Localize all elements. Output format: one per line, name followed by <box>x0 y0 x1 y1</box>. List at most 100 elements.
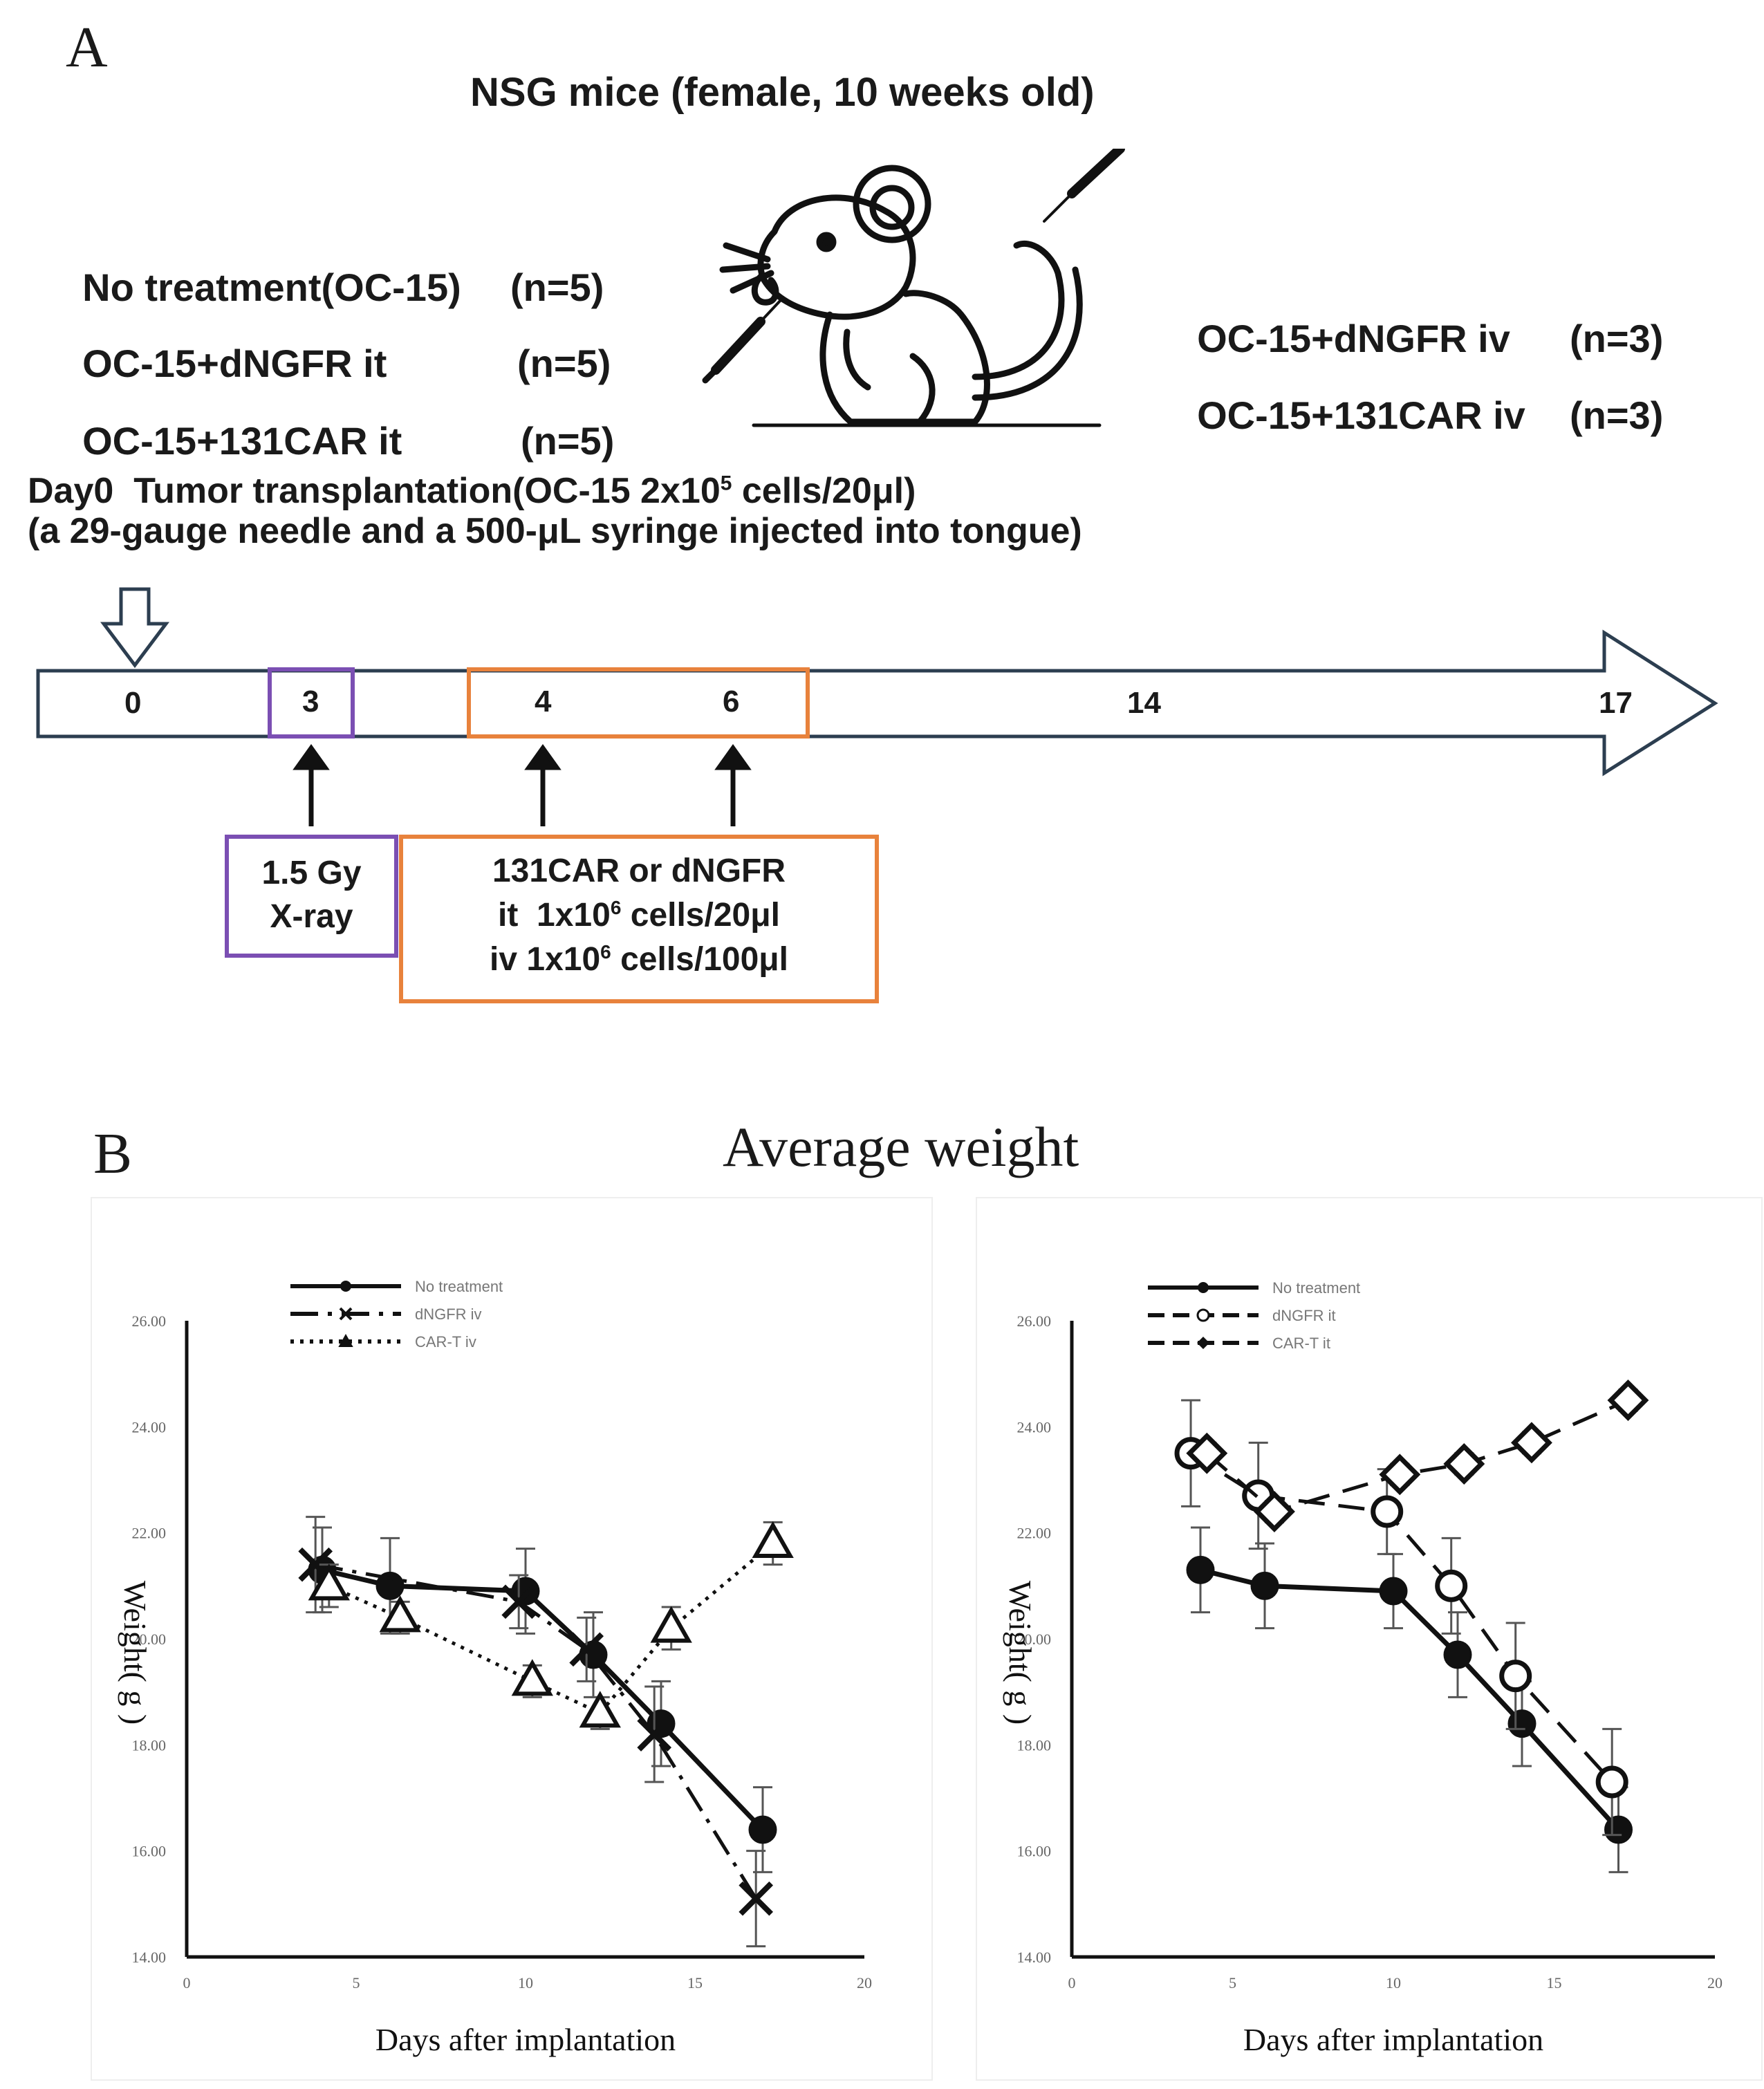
y-tick-label: 14.00 <box>132 1949 167 1966</box>
legend-label: CAR-T it <box>1272 1335 1330 1352</box>
group-n: (n=5) <box>510 266 604 309</box>
y-axis-title: Weight( g ) <box>1003 1581 1038 1725</box>
data-point <box>752 1521 794 1558</box>
treatment-box-line-1: 131CAR or dNGFR <box>492 853 786 889</box>
xray-box-line-1: 1.5 Gy <box>261 855 362 891</box>
transplant-arrow-icon <box>100 587 169 669</box>
group-name: OC-15+dNGFR it <box>82 342 387 385</box>
timeline-day-label: 14 <box>1127 686 1161 720</box>
legend-marker <box>1198 1282 1209 1293</box>
data-point <box>1443 1443 1485 1485</box>
y-tick-label: 20.00 <box>1017 1631 1052 1648</box>
y-axis-title: Weight( g ) <box>118 1581 153 1725</box>
y-tick-label: 20.00 <box>132 1631 167 1648</box>
legend-label: No treatment <box>1272 1279 1360 1297</box>
timeline-day-label: 17 <box>1599 686 1633 720</box>
y-tick-label: 24.00 <box>1017 1418 1052 1436</box>
legend-marker <box>339 1307 353 1321</box>
group-left-2: OC-15+dNGFR it (n=5) <box>61 296 611 386</box>
group-right-2: OC-15+131CAR iv (n=3) <box>1176 348 1663 438</box>
series-line <box>315 1563 758 1900</box>
y-tick-label: 16.00 <box>1017 1843 1052 1860</box>
day0-line-1-text: Day0 Tumor transplantation(OC-15 2x10 <box>28 471 721 511</box>
data-point <box>1250 1571 1279 1600</box>
group-n: (n=3) <box>1570 393 1664 437</box>
data-point <box>1435 1569 1468 1602</box>
group-n: (n=5) <box>521 419 615 463</box>
legend-marker <box>340 1281 351 1292</box>
y-tick-label: 14.00 <box>1017 1949 1052 1966</box>
y-tick-label: 18.00 <box>132 1736 167 1754</box>
treatment-day-box <box>467 667 810 739</box>
data-point <box>1499 1660 1532 1693</box>
data-point <box>1604 1815 1633 1844</box>
series-line <box>1205 1398 1629 1514</box>
timeline-arrow <box>36 629 1718 777</box>
group-name: OC-15+131CAR it <box>82 419 402 463</box>
y-tick-label: 22.00 <box>132 1525 167 1542</box>
treatment-it-exponent: 6 <box>610 897 622 918</box>
data-point <box>1186 1555 1215 1584</box>
y-tick-label: 16.00 <box>132 1843 167 1860</box>
treatment-iv-rest: cells/100μl <box>611 941 788 978</box>
legend-label: No treatment <box>415 1278 503 1295</box>
data-point <box>1607 1380 1649 1421</box>
group-left-1: No treatment(OC-15) (n=5) <box>61 220 604 310</box>
weight-chart-it: 14.00 16.00 18.00 20.00 22.00 24.00 26.00 0 5 10 1… <box>976 1197 1763 2081</box>
group-name: OC-15+dNGFR iv <box>1197 317 1510 360</box>
data-point <box>1443 1640 1472 1669</box>
panel-a-title: NSG mice (female, 10 weeks old) <box>470 70 1095 115</box>
legend-marker <box>1197 1337 1209 1349</box>
treatment-iv-text: iv 1x10 <box>490 941 601 978</box>
data-point <box>511 1659 553 1696</box>
treatment-iv-exponent: 6 <box>600 941 611 963</box>
x-tick-label: 5 <box>353 1974 360 1991</box>
timeline <box>36 587 1718 1003</box>
group-right-1: OC-15+dNGFR iv (n=3) <box>1176 271 1663 361</box>
group-name: OC-15+131CAR iv <box>1197 393 1525 437</box>
day0-line-1-rest: cells/20μl) <box>732 471 916 511</box>
data-point <box>1507 1709 1536 1738</box>
x-axis-title: Days after implantation <box>375 2022 676 2057</box>
group-n: (n=5) <box>517 342 611 385</box>
data-point <box>1595 1765 1628 1799</box>
data-point <box>379 1595 421 1633</box>
x-tick-label: 5 <box>1229 1974 1236 1991</box>
series-line <box>1189 1451 1614 1783</box>
group-n: (n=3) <box>1570 317 1664 360</box>
chart-frame <box>976 1197 1763 2081</box>
panel-a-letter: A <box>66 15 108 80</box>
legend-marker <box>1196 1308 1210 1322</box>
legend-label: dNGFR it <box>1272 1307 1336 1324</box>
y-tick-label: 22.00 <box>1017 1525 1052 1542</box>
treatment-box <box>399 835 879 1003</box>
data-point <box>569 1632 604 1667</box>
x-tick-label: 10 <box>1386 1974 1401 1991</box>
x-tick-label: 20 <box>857 1974 872 1991</box>
x-tick-label: 0 <box>1068 1974 1076 1991</box>
series-line <box>322 1567 765 1832</box>
x-tick-label: 10 <box>518 1974 533 1991</box>
xray-box <box>225 835 398 958</box>
treatment-it-rest: cells/20μl <box>621 897 780 934</box>
data-point <box>1511 1422 1552 1464</box>
data-point <box>650 1606 692 1643</box>
mouse-illustration <box>702 149 1125 427</box>
weight-chart-iv: 14.00 16.00 18.00 20.00 22.00 24.00 26.00 0 5 10 1… <box>91 1197 933 2081</box>
treatment-box-line-2: it 1x106 cells/20μl <box>401 896 877 934</box>
group-left-3: OC-15+131CAR it (n=5) <box>61 373 614 463</box>
data-point <box>1379 1577 1408 1606</box>
chart-frame <box>91 1197 933 2081</box>
y-tick-label: 24.00 <box>132 1418 167 1436</box>
series-line <box>328 1542 774 1716</box>
legend-label: CAR-T iv <box>415 1333 476 1350</box>
y-tick-label: 18.00 <box>1017 1736 1052 1754</box>
data-point <box>1186 1432 1228 1474</box>
data-point <box>375 1571 405 1600</box>
data-point <box>579 1691 621 1728</box>
x-axis-title: Days after implantation <box>1243 2022 1543 2057</box>
xray-day-box <box>268 667 355 739</box>
x-tick-label: 0 <box>183 1974 191 1991</box>
x-tick-label: 15 <box>1547 1974 1562 1991</box>
treatment-it-text: it 1x10 <box>498 897 611 934</box>
